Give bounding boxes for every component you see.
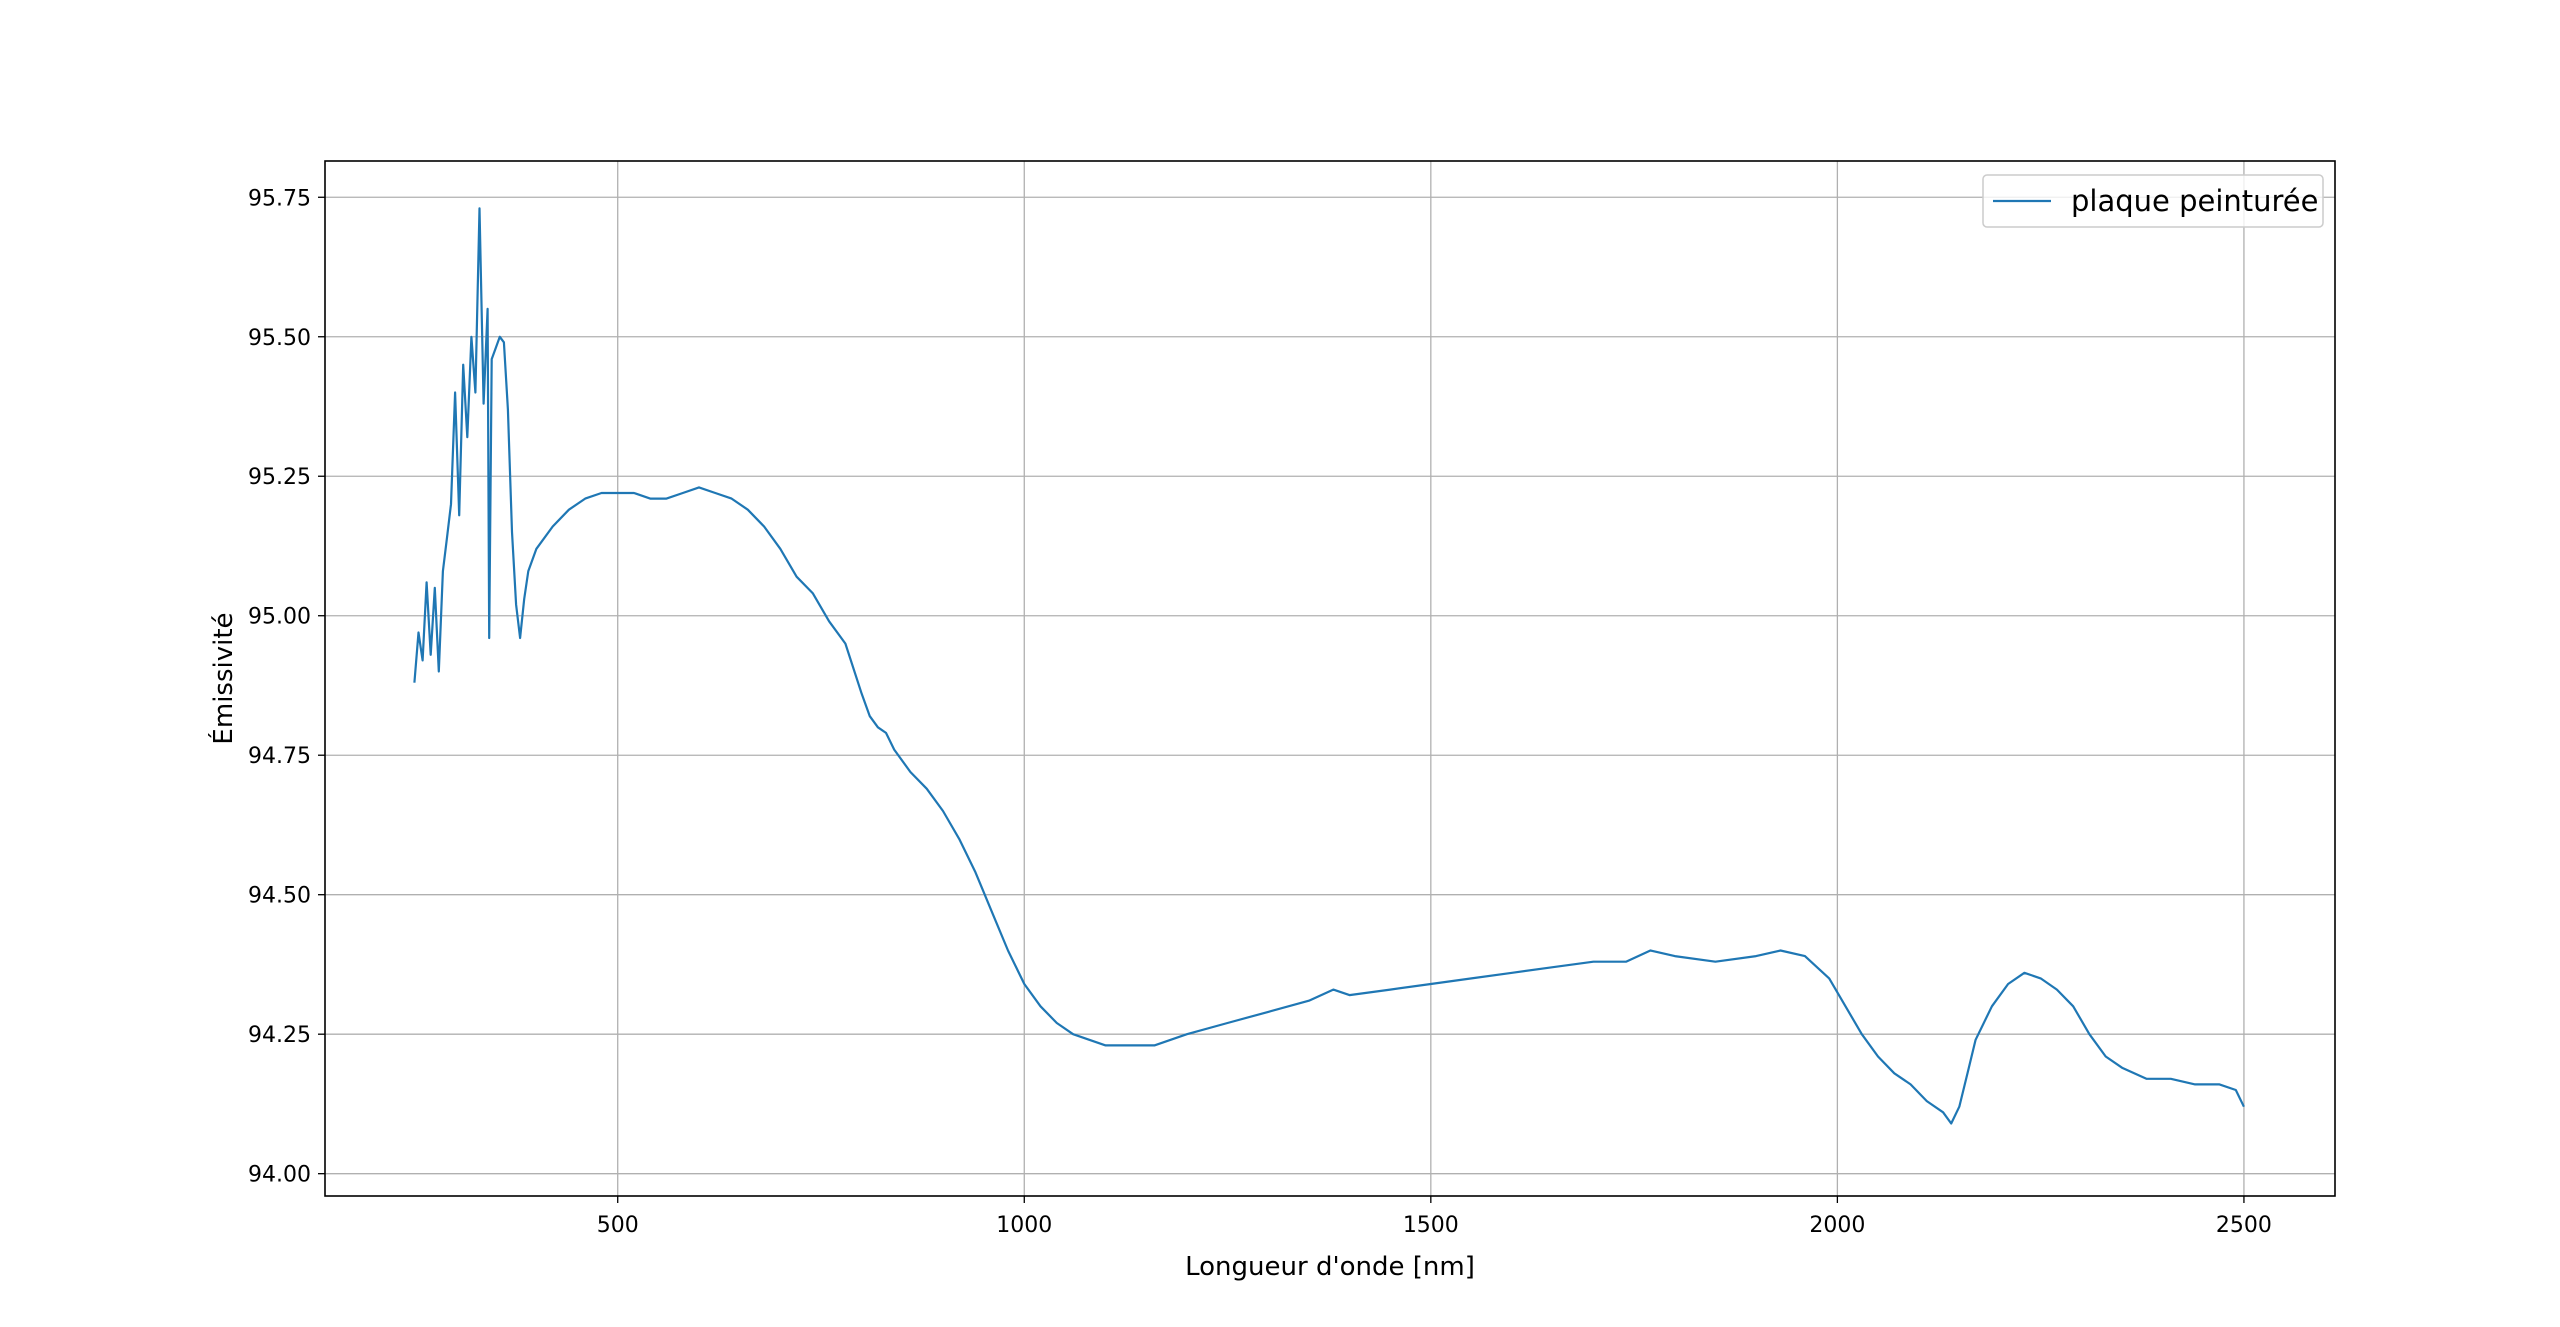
y-tick-label: 94.00 — [248, 1163, 311, 1188]
plot-area — [413, 207, 2245, 1125]
legend-box — [1982, 174, 2324, 228]
y-tick-label: 95.00 — [248, 605, 311, 630]
y-tick-label: 95.25 — [248, 465, 311, 490]
y-axis-label: Émissivité — [207, 612, 239, 744]
legend-label: plaque peinturée — [2071, 184, 2319, 218]
x-tick-label: 2500 — [2216, 1213, 2272, 1238]
x-tick-label: 1000 — [996, 1213, 1052, 1238]
y-tick-label: 95.50 — [248, 326, 311, 351]
y-tick-label: 95.75 — [248, 186, 311, 211]
x-tick-label: 2000 — [1809, 1213, 1865, 1238]
x-tick-label: 1500 — [1403, 1213, 1459, 1238]
y-tick-label: 94.75 — [248, 744, 311, 769]
legend: plaque peinturée — [1982, 174, 2324, 228]
grid — [325, 161, 2335, 1196]
series-line-plaque-peinturee — [413, 207, 2245, 1125]
x-tick-label: 500 — [597, 1213, 639, 1238]
y-tick-label: 94.50 — [248, 884, 311, 909]
ticks: 500 1000 1500 2000 2500 94.00 94.25 94.50 94.75 9… — [248, 186, 2272, 1238]
x-axis-label: Longueur d'onde [nm] — [1185, 1252, 1475, 1282]
axes-frame — [324, 160, 2336, 1197]
y-tick-label: 94.25 — [248, 1023, 311, 1048]
